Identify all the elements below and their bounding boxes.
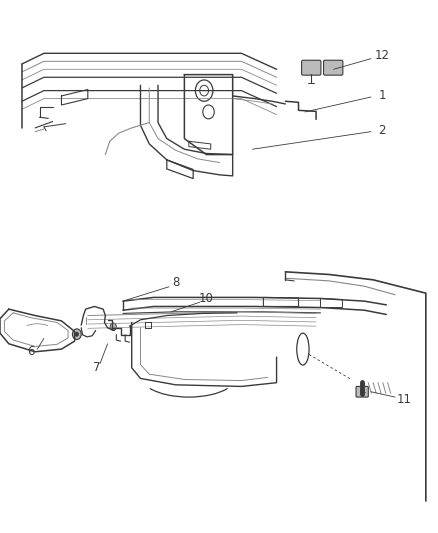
Circle shape <box>72 329 81 340</box>
FancyBboxPatch shape <box>301 60 320 75</box>
Text: 6: 6 <box>27 345 35 358</box>
Circle shape <box>110 323 116 330</box>
FancyBboxPatch shape <box>323 60 342 75</box>
Text: 2: 2 <box>377 124 385 137</box>
Text: 7: 7 <box>92 361 100 374</box>
Text: 10: 10 <box>198 292 213 305</box>
Circle shape <box>75 332 78 336</box>
FancyBboxPatch shape <box>355 386 367 397</box>
Text: 11: 11 <box>396 393 410 406</box>
Text: 8: 8 <box>172 276 179 289</box>
Text: 1: 1 <box>377 90 385 102</box>
Text: 12: 12 <box>374 50 389 62</box>
